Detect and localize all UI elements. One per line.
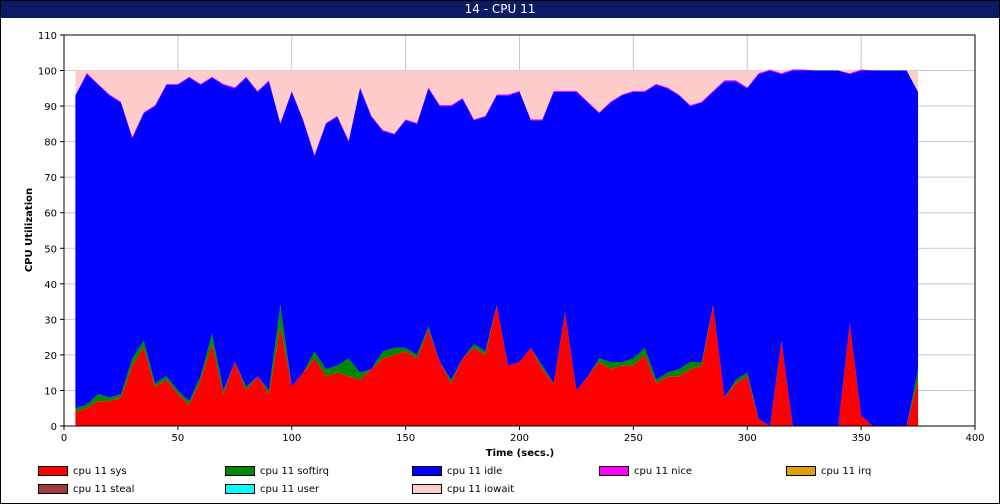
x-tick-label-7: 350: [852, 433, 871, 444]
y-tick-label-2: 20: [44, 351, 57, 362]
y-tick-label-3: 30: [44, 315, 57, 326]
y-tick-label-4: 40: [44, 280, 57, 291]
legend-label: cpu 11 user: [260, 484, 320, 495]
legend-swatch: [38, 484, 68, 494]
legend-swatch: [38, 466, 68, 476]
legend-item-cpu-11-irq: cpu 11 irq: [786, 465, 871, 479]
y-tick-label-6: 60: [44, 209, 57, 220]
x-tick-label-3: 150: [396, 433, 415, 444]
legend-item-cpu-11-idle: cpu 11 idle: [412, 465, 502, 479]
legend-item-cpu-11-steal: cpu 11 steal: [38, 483, 134, 497]
x-tick-label-6: 300: [738, 433, 757, 444]
legend-label: cpu 11 idle: [447, 466, 503, 477]
legend-label: cpu 11 irq: [821, 466, 872, 477]
legend-swatch: [599, 466, 629, 476]
y-tick-label-9: 90: [44, 102, 57, 113]
series-area-cpu-11-idle: [75, 70, 919, 427]
series-area-cpu-11-iowait: [75, 69, 919, 155]
legend-item-cpu-11-softirq: cpu 11 softirq: [225, 465, 329, 479]
x-tick-label-8: 400: [965, 433, 984, 444]
legend-item-cpu-11-sys: cpu 11 sys: [38, 465, 127, 479]
series-area-cpu-11-softirq: [75, 305, 919, 426]
y-tick-label-0: 0: [51, 422, 57, 433]
legend-swatch: [412, 466, 442, 476]
legend-label: cpu 11 steal: [73, 484, 135, 495]
legend-swatch: [412, 484, 442, 494]
y-tick-label-10: 100: [38, 67, 57, 78]
legend-swatch: [786, 466, 816, 476]
legend-swatch: [225, 466, 255, 476]
legend-item-cpu-11-nice: cpu 11 nice: [599, 465, 692, 479]
y-tick-label-5: 50: [44, 244, 57, 255]
x-tick-label-2: 100: [282, 433, 301, 444]
x-tick-label-1: 50: [172, 433, 185, 444]
legend-label: cpu 11 iowait: [447, 484, 515, 495]
legend-label: cpu 11 softirq: [260, 466, 329, 477]
x-tick-label-5: 250: [624, 433, 643, 444]
chart-plot: 0 10 20 30 40 50 60 70 80 90 100 110 0 50 100 150 200 250…: [24, 31, 985, 459]
y-tick-label-1: 10: [44, 386, 57, 397]
y-tick-label-8: 80: [44, 138, 57, 149]
series-area-cpu-11-sys: [75, 305, 919, 426]
x-tick-label-4: 200: [510, 433, 529, 444]
legend-swatch: [225, 484, 255, 494]
x-axis-title: Time (secs.): [486, 448, 555, 459]
x-tick-label-0: 0: [61, 433, 67, 444]
legend-item-cpu-11-user: cpu 11 user: [225, 483, 319, 497]
legend: cpu 11 sys cpu 11 softirq cpu 11 idle cpu 1…: [0, 462, 1000, 504]
legend-label: cpu 11 sys: [73, 466, 127, 477]
y-axis-title: CPU Utilization: [24, 188, 35, 272]
legend-label: cpu 11 nice: [634, 466, 693, 477]
y-tick-label-11: 110: [38, 31, 57, 42]
y-tick-label-7: 70: [44, 173, 57, 184]
legend-item-cpu-11-iowait: cpu 11 iowait: [412, 483, 514, 497]
chart-title: 14 - CPU 11: [1, 1, 999, 18]
